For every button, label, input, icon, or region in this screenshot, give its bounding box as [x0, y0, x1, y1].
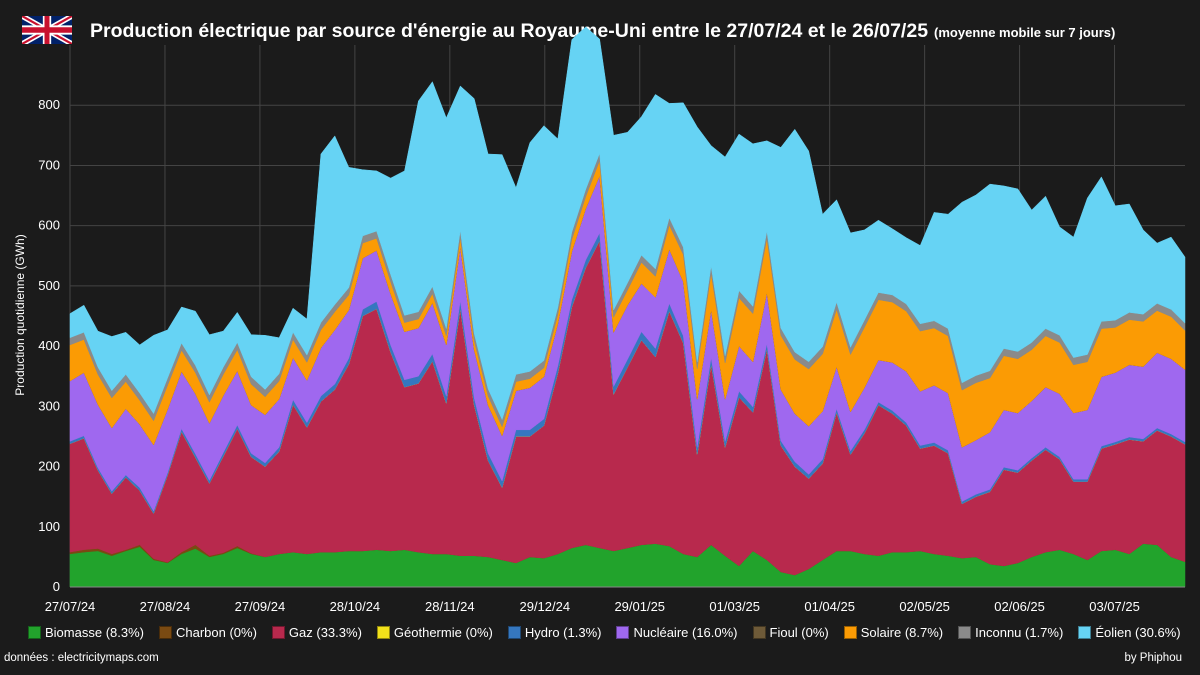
y-tick-label: 700 [38, 157, 60, 172]
x-tick-label: 29/12/24 [519, 599, 570, 614]
y-tick-label: 400 [38, 338, 60, 353]
legend-label: Solaire (8.7%) [860, 625, 944, 640]
legend-item: Biomasse (8.3%) [28, 625, 144, 640]
chart-title: Production électrique par source d'énerg… [90, 20, 1116, 42]
legend-label: Biomasse (8.3%) [45, 625, 144, 640]
legend-item: Hydro (1.3%) [507, 625, 602, 640]
y-tick-label: 300 [38, 398, 60, 413]
legend: Biomasse (8.3%) Charbon (0%) Gaz (33.3%) Gé… [28, 625, 1181, 640]
legend-item: Fioul (0%) [752, 625, 829, 640]
chart-subtitle: (moyenne mobile sur 7 jours) [934, 25, 1116, 40]
x-tick-label: 28/10/24 [330, 599, 381, 614]
x-tick-label: 01/03/25 [709, 599, 760, 614]
x-tick-label: 27/08/24 [140, 599, 191, 614]
legend-label: Inconnu (1.7%) [975, 625, 1064, 640]
x-tick-label: 03/07/25 [1089, 599, 1140, 614]
legend-swatch [158, 626, 172, 639]
y-tick-label: 600 [38, 218, 60, 233]
legend-swatch [843, 626, 857, 639]
legend-swatch [616, 626, 630, 639]
legend-swatch [507, 626, 521, 639]
y-axis-label: Production quotidienne (GWh) [13, 234, 27, 395]
legend-item: Solaire (8.7%) [843, 625, 944, 640]
legend-label: Gaz (33.3%) [288, 625, 362, 640]
axes: 0 100 200 300 400 500 600 700 800 27/07/24 27/08/2… [38, 97, 1185, 614]
author-credit: by Phiphou [1124, 652, 1182, 664]
area-series [69, 26, 1186, 588]
y-tick-label: 500 [38, 278, 60, 293]
legend-swatch [752, 626, 766, 639]
legend-item: Géothermie (0%) [376, 625, 493, 640]
uk-flag-icon [22, 16, 72, 44]
x-tick-label: 29/01/25 [614, 599, 665, 614]
y-tick-label: 200 [38, 459, 60, 474]
area-series-éolien [69, 26, 1186, 421]
legend-label: Charbon (0%) [175, 625, 257, 640]
x-tick-label: 27/07/24 [45, 599, 96, 614]
legend-label: Géothermie (0%) [393, 625, 493, 640]
legend-swatch [28, 626, 41, 639]
y-tick-label: 100 [38, 519, 60, 534]
x-tick-label: 02/06/25 [994, 599, 1045, 614]
legend-swatch [1078, 626, 1092, 639]
y-tick-label: 800 [38, 97, 60, 112]
legend-item: Éolien (30.6%) [1078, 625, 1181, 640]
legend-swatch [958, 626, 972, 639]
y-tick-label: 0 [53, 579, 60, 594]
x-tick-label: 01/04/25 [804, 599, 855, 614]
legend-swatch [376, 626, 390, 639]
data-source: données : electricitymaps.com [4, 652, 159, 664]
x-tick-label: 02/05/25 [899, 599, 950, 614]
legend-item: Inconnu (1.7%) [958, 625, 1063, 640]
legend-item: Nucléaire (16.0%) [616, 625, 738, 640]
legend-item: Gaz (33.3%) [271, 625, 362, 640]
legend-swatch [271, 626, 285, 639]
legend-label: Éolien (30.6%) [1095, 625, 1181, 640]
x-tick-label: 27/09/24 [235, 599, 286, 614]
legend-label: Fioul (0%) [769, 625, 829, 640]
legend-label: Hydro (1.3%) [524, 625, 602, 640]
legend-item: Charbon (0%) [158, 625, 257, 640]
legend-label: Nucléaire (16.0%) [633, 625, 738, 640]
x-tick-label: 28/11/24 [425, 599, 475, 614]
